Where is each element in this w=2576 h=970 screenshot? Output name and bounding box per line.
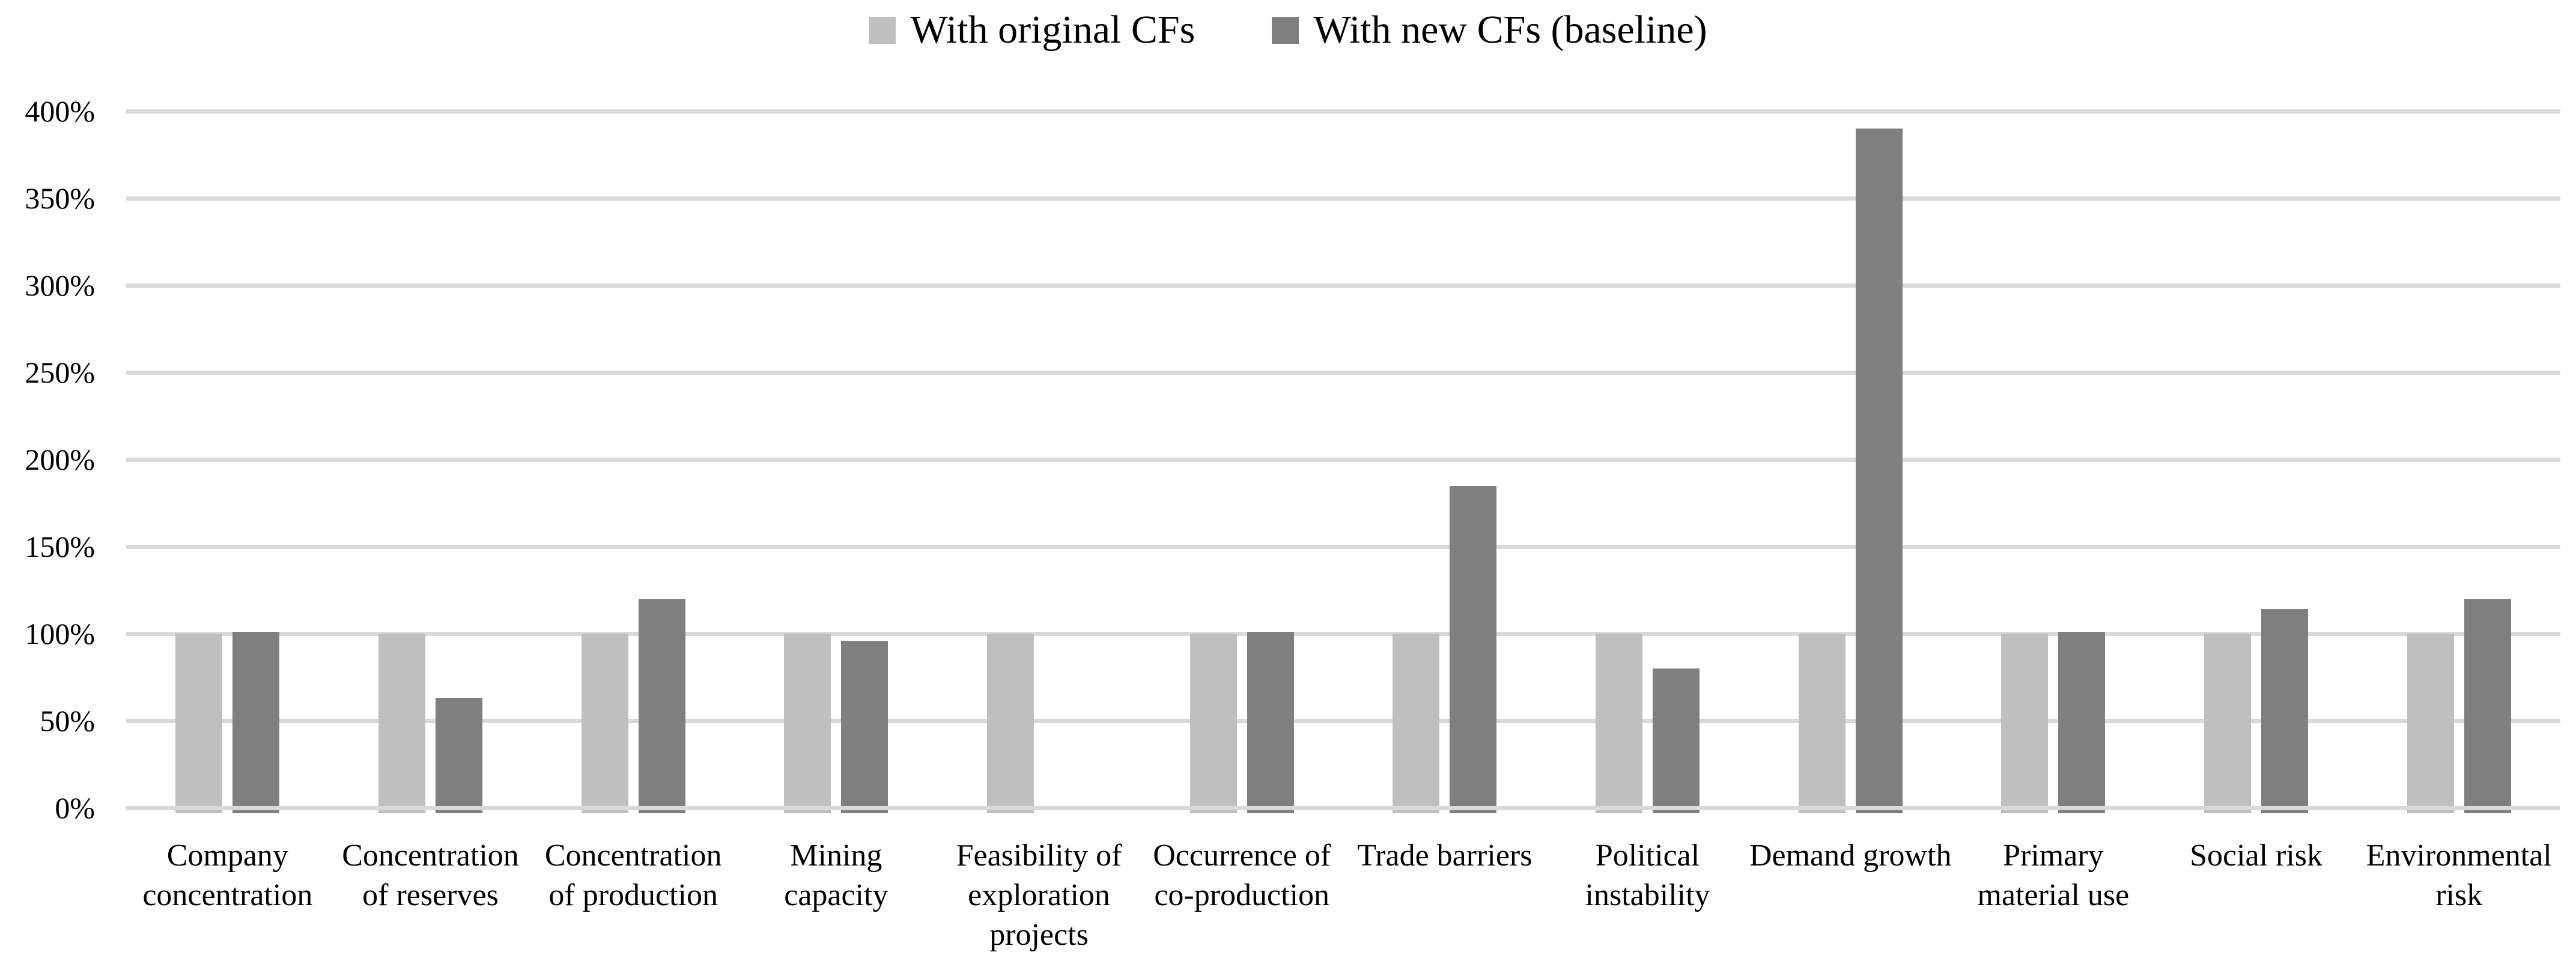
bar-new-cfs: [232, 632, 280, 813]
bar-group: [1343, 485, 1546, 813]
bar-original-cfs: [2001, 634, 2049, 813]
bar-original-cfs: [1596, 634, 1643, 813]
bar-group: [329, 634, 532, 813]
x-axis-line: [126, 805, 2560, 810]
gridline: [126, 631, 2560, 636]
y-axis-tick-label: 400%: [25, 94, 95, 128]
y-axis-tick-label: 150%: [25, 530, 95, 563]
bar-new-cfs: [638, 599, 685, 813]
gridline: [126, 718, 2560, 723]
gridline: [126, 109, 2560, 114]
bar-group: [1952, 632, 2155, 813]
y-axis-tick-label: 300%: [25, 268, 95, 302]
bar-group: [532, 599, 735, 813]
x-axis-category-label: Trade barriers: [1357, 838, 1533, 873]
x-axis-category-label: Mining capacity: [784, 838, 889, 912]
bar-original-cfs: [2204, 634, 2252, 813]
bars-row: [126, 129, 2560, 813]
bar-original-cfs: [784, 634, 831, 813]
x-axis-labels: Company concentration Concentration of re…: [126, 836, 2560, 955]
bar-new-cfs: [841, 640, 889, 813]
bar-new-cfs: [1247, 632, 1294, 813]
plot-area: [126, 109, 2560, 813]
x-axis-category-label: Company concentration: [142, 838, 313, 912]
bar-new-cfs: [2058, 632, 2106, 813]
legend-item-new-cfs: With new CFs (baseline): [1272, 6, 1707, 54]
legend-swatch-original-cfs: [869, 16, 896, 44]
bar-original-cfs: [1189, 634, 1237, 813]
bar-new-cfs: [436, 698, 482, 813]
x-axis-category-label: Feasibility of exploration projects: [956, 838, 1122, 952]
chart-legend: With original CFs With new CFs (baseline…: [0, 6, 2576, 54]
bar-new-cfs: [1653, 668, 1700, 813]
legend-swatch-new-cfs: [1272, 16, 1299, 44]
bar-original-cfs: [1393, 634, 1440, 813]
bar-group: [938, 634, 1141, 813]
x-axis-category-label: Social risk: [2190, 838, 2323, 873]
bar-original-cfs: [378, 634, 425, 813]
gridline: [126, 196, 2560, 201]
bar-original-cfs: [1798, 634, 1845, 813]
y-axis-tick-label: 0%: [55, 791, 95, 825]
x-axis-category-label: Primary material use: [1977, 838, 2130, 912]
gridline: [126, 544, 2560, 549]
legend-label-original-cfs: With original CFs: [910, 8, 1195, 52]
bar-original-cfs: [581, 634, 628, 813]
bar-original-cfs: [175, 634, 223, 813]
bar-new-cfs: [2464, 599, 2511, 813]
gridline: [126, 370, 2560, 375]
x-axis-category-label: Environmental risk: [2366, 838, 2552, 912]
bar-group: [1546, 634, 1749, 813]
bar-group: [126, 632, 329, 813]
bar-group: [2155, 609, 2358, 813]
x-axis-category-label: Occurrence of co-production: [1153, 838, 1331, 912]
bar-original-cfs: [2407, 634, 2454, 813]
legend-item-original-cfs: With original CFs: [869, 6, 1195, 54]
x-axis-category-label: Demand growth: [1749, 838, 1952, 873]
gridline: [126, 457, 2560, 462]
bar-group: [735, 634, 938, 813]
bar-original-cfs: [987, 634, 1034, 813]
y-axis-tick-label: 250%: [25, 356, 95, 389]
x-axis-category-label: Concentration of production: [544, 838, 722, 912]
bar-group: [2357, 599, 2560, 813]
x-axis-category-label: Concentration of reserves: [342, 838, 519, 912]
bar-new-cfs: [1855, 129, 1903, 813]
bar-new-cfs: [1450, 485, 1497, 813]
x-axis-category-label: Political instability: [1585, 838, 1710, 912]
legend-label-new-cfs: With new CFs (baseline): [1313, 8, 1707, 52]
gridline: [126, 283, 2560, 288]
y-axis-tick-label: 100%: [25, 617, 95, 650]
bar-group: [1749, 129, 1952, 813]
y-axis-tick-label: 50%: [40, 704, 95, 738]
y-axis-tick-label: 200%: [25, 443, 95, 476]
y-axis-tick-label: 350%: [25, 181, 95, 215]
bar-new-cfs: [2261, 609, 2309, 813]
bar-group: [1140, 632, 1343, 813]
